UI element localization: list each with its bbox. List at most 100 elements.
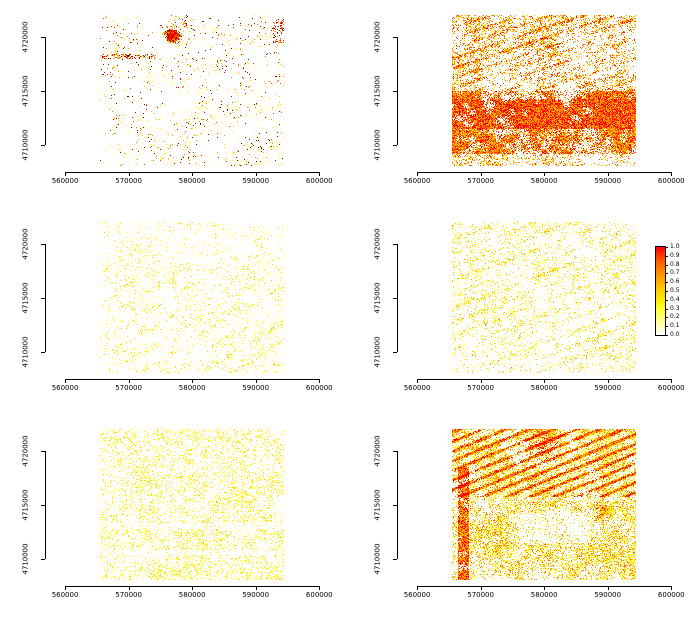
x-tick-label: 570000: [115, 384, 142, 392]
x-tick: [319, 172, 321, 176]
x-tick-label: 570000: [467, 177, 494, 185]
raster-canvas: [452, 429, 637, 581]
x-tick: [128, 379, 130, 383]
x-tick-label: 600000: [657, 384, 685, 392]
legend-label: 0.5: [670, 287, 680, 294]
x-tick: [192, 379, 194, 383]
panel-bottom-right: 560000 570000 580000 590000 600000 4710000 471…: [358, 416, 692, 616]
x-tick-label: 590000: [242, 591, 270, 599]
x-tick: [417, 172, 419, 176]
legend-tick: [666, 299, 668, 301]
y-axis-line: [397, 244, 398, 352]
raster-canvas: [100, 222, 285, 374]
y-tick-label: 4720000: [21, 435, 30, 467]
x-tick-label: 560000: [51, 177, 79, 185]
y-tick-label: 4720000: [373, 228, 382, 260]
x-tick-label: 600000: [657, 177, 685, 185]
x-tick-label: 580000: [178, 384, 206, 392]
legend-label: 0.0: [670, 331, 680, 338]
raster-canvas: [100, 15, 285, 167]
y-axis-line: [397, 37, 398, 145]
y-tick-label: 4720000: [21, 228, 30, 260]
x-tick: [65, 379, 67, 383]
x-tick-label: 560000: [403, 384, 431, 392]
legend-tick: [666, 255, 668, 257]
legend-label: 0.2: [670, 313, 680, 321]
x-tick: [255, 172, 257, 176]
x-tick-label: 600000: [657, 591, 685, 599]
legend-label: 0.7: [670, 269, 680, 277]
y-tick: [393, 559, 397, 560]
y-tick-label: 4710000: [373, 543, 382, 575]
x-tick: [671, 172, 673, 176]
y-tick-label: 4720000: [21, 21, 30, 53]
x-tick-label: 580000: [178, 591, 206, 599]
y-tick: [393, 505, 397, 506]
y-tick: [393, 244, 397, 245]
x-tick-label: 560000: [403, 591, 431, 599]
y-tick-label: 4710000: [21, 129, 30, 161]
y-tick: [393, 145, 397, 146]
x-tick: [544, 379, 546, 383]
y-tick-label: 4715000: [373, 282, 382, 314]
legend-label: 0.1: [670, 322, 680, 330]
x-tick: [255, 586, 257, 590]
legend-tick: [666, 317, 668, 319]
y-tick: [41, 352, 45, 353]
panel-middle-left: 560000 570000 580000 590000 600000 4710000 471…: [6, 209, 340, 409]
x-tick: [65, 586, 67, 590]
y-tick-label: 4715000: [21, 282, 30, 314]
y-tick-label: 4710000: [373, 336, 382, 368]
x-tick-label: 590000: [242, 177, 270, 185]
legend-gradient-bar: [655, 246, 666, 336]
x-tick-label: 570000: [115, 177, 142, 185]
legend-tick: [666, 326, 668, 328]
y-tick: [393, 451, 397, 452]
x-tick-label: 570000: [467, 591, 494, 599]
x-tick: [417, 586, 419, 590]
panel-top-right: 560000 570000 580000 590000 600000 4710000 471…: [358, 2, 692, 202]
x-tick: [128, 586, 130, 590]
x-tick-label: 570000: [115, 591, 142, 599]
x-tick-label: 600000: [305, 177, 333, 185]
x-tick-label: 570000: [467, 384, 494, 392]
x-tick: [607, 586, 609, 590]
raster-canvas: [452, 15, 637, 167]
panel-bottom-left: 560000 570000 580000 590000 600000 4710000 471…: [6, 416, 340, 616]
x-tick: [480, 379, 482, 383]
legend-tick: [666, 308, 668, 310]
raster-canvas: [100, 429, 285, 581]
y-tick: [41, 559, 45, 560]
raster-canvas: [452, 222, 637, 374]
legend-label: 0.4: [670, 295, 680, 303]
x-tick-label: 560000: [51, 384, 79, 392]
legend-colorbar: 1.0 0.9 0.8 0.7 0.6 0.5 0.4 0.3 0.2 0.1 0.0: [655, 243, 693, 346]
y-axis-line: [397, 451, 398, 559]
y-tick-label: 4720000: [373, 21, 382, 53]
legend-tick: [666, 247, 668, 248]
y-tick-label: 4710000: [373, 129, 382, 161]
x-tick: [671, 379, 673, 383]
y-tick: [41, 244, 45, 245]
x-tick: [65, 172, 67, 176]
y-tick-label: 4715000: [373, 75, 382, 107]
x-tick-label: 580000: [530, 177, 558, 185]
x-tick: [607, 379, 609, 383]
x-tick: [128, 172, 130, 176]
x-tick: [671, 586, 673, 590]
y-tick-label: 4715000: [373, 489, 382, 521]
y-tick-label: 4715000: [21, 489, 30, 521]
y-tick: [41, 91, 45, 92]
y-tick-label: 4720000: [373, 435, 382, 467]
legend-tick: [666, 282, 668, 284]
x-tick-label: 580000: [530, 591, 558, 599]
x-tick-label: 590000: [594, 591, 622, 599]
x-tick: [544, 586, 546, 590]
x-tick: [607, 172, 609, 176]
y-axis-line: [45, 451, 46, 559]
x-tick-label: 590000: [242, 384, 270, 392]
panel-top-left: 560000 570000 580000 590000 600000 4710000 471…: [6, 2, 340, 202]
x-tick-label: 600000: [305, 384, 333, 392]
legend-tick: [666, 264, 668, 266]
legend-label: 1.0: [670, 243, 680, 250]
